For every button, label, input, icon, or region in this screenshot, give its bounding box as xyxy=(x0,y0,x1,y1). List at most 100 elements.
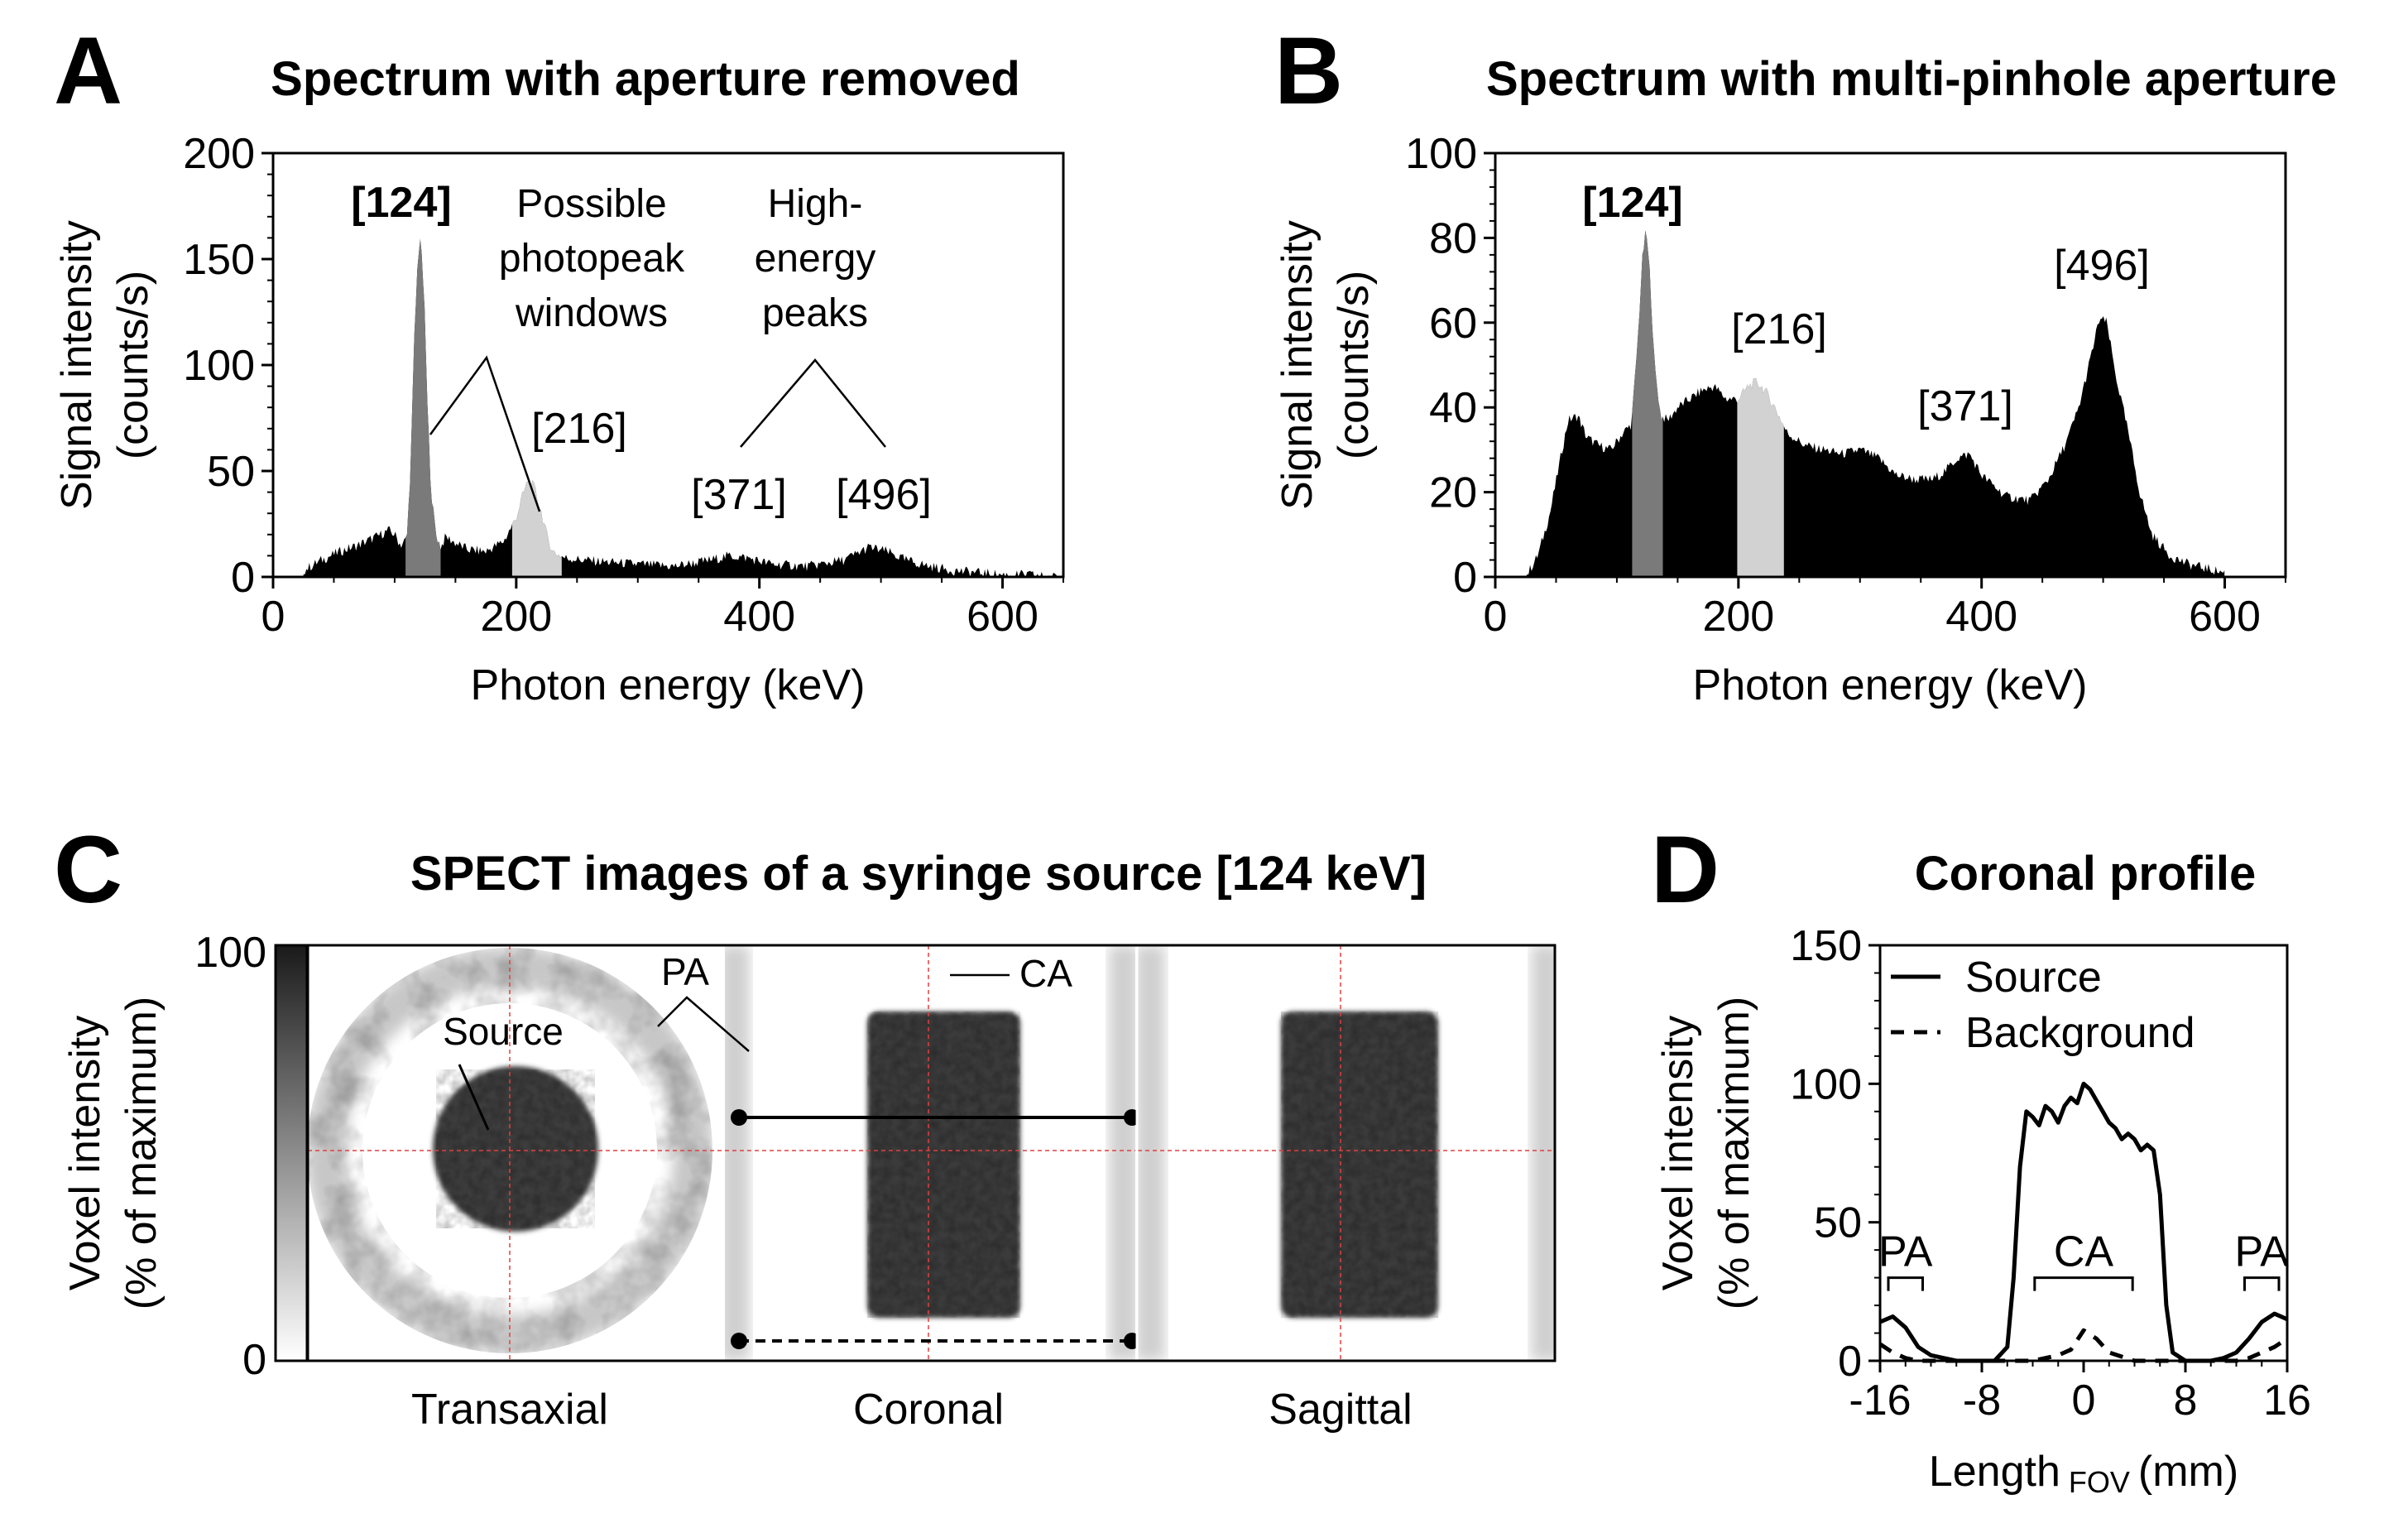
bracket-pa xyxy=(1887,1276,1924,1291)
panel-d: D Coronal profile PA CA PA -16 -8 0 8 16 0 50 100… xyxy=(1651,817,2311,1499)
y-tick-label: 50 xyxy=(1814,1199,1862,1247)
x-tick-label: 8 xyxy=(2174,1377,2198,1425)
panel-c-letter: C xyxy=(54,817,122,923)
y-tick-label: 80 xyxy=(1429,214,1477,262)
panel-d-letter: D xyxy=(1651,817,1720,923)
panel-a-peak-124-label: [124] xyxy=(351,179,451,227)
y-tick-label: 0 xyxy=(231,554,255,602)
x-tick-label: -16 xyxy=(1849,1377,1911,1425)
sagittal-view: Sagittal xyxy=(1138,945,1555,1434)
bracket-label-pa: PA xyxy=(1878,1228,1933,1276)
panel-c-image-frame xyxy=(306,944,1557,1362)
photopeak-window-2 xyxy=(1737,378,1784,577)
panel-b-photopeak-windows xyxy=(1632,230,1784,577)
pa-annotation: PA xyxy=(661,950,709,993)
x-tick-label: 16 xyxy=(2263,1377,2311,1425)
y-tick-label: 40 xyxy=(1429,384,1477,432)
panel-a-letter: A xyxy=(54,18,122,124)
panel-a: A Spectrum with aperture removed 0 200 400… xyxy=(53,18,1065,709)
panel-c-ylabel-line2: (% of maximum) xyxy=(118,997,165,1309)
panel-d-ylabel-line1: Voxel intensity xyxy=(1654,1016,1702,1290)
colorbar-tick-0: 0 xyxy=(242,1336,266,1384)
coronal-label: Coronal xyxy=(853,1386,1004,1434)
panel-d-profile-lines xyxy=(1878,1081,2289,1363)
panel-b-title: Spectrum with multi-pinhole aperture xyxy=(1486,52,2337,106)
panel-b-peak-371-label: [371] xyxy=(1917,382,2013,430)
panel-a-xlabel: Photon energy (keV) xyxy=(471,661,866,709)
panel-d-plot-frame xyxy=(1878,944,2289,1362)
panel-b-ylabel-line2: (counts/s) xyxy=(1330,271,1378,459)
xlabel-length: Length xyxy=(1929,1448,2060,1496)
panel-a-high-note-line3: peaks xyxy=(762,291,868,335)
y-tick-label: 100 xyxy=(183,342,255,390)
panel-b-spectrum-area xyxy=(1525,230,2225,577)
panel-b: B Spectrum with multi-pinhole aperture 0… xyxy=(1274,18,2337,709)
legend-background-label: Background xyxy=(1965,1009,2195,1057)
panel-b-peak-124-label: [124] xyxy=(1582,179,1682,227)
panel-d-aperture-brackets: PA CA PA xyxy=(1878,1228,2289,1291)
x-tick-label: 600 xyxy=(2189,593,2261,641)
panel-b-letter: B xyxy=(1274,18,1343,124)
panel-b-plot-frame xyxy=(1494,151,2287,579)
coronal-view: Coronal xyxy=(725,945,1140,1434)
panel-d-xlabel: Length FOV (mm) xyxy=(1929,1448,2238,1499)
source-annotation: Source xyxy=(443,1010,564,1053)
colorbar-tick-100: 100 xyxy=(194,929,266,977)
panel-a-windows-note-line2: photopeak xyxy=(499,237,685,281)
photopeak-window-1 xyxy=(405,238,441,577)
panel-b-xlabel: Photon energy (keV) xyxy=(1693,661,2088,709)
panel-a-peak-496-label: [496] xyxy=(836,471,932,519)
x-tick-label: 200 xyxy=(480,593,552,641)
panel-a-windows-pointer-lines xyxy=(429,355,541,512)
panel-a-peak-371-label: [371] xyxy=(691,471,787,519)
xlabel-unit: (mm) xyxy=(2138,1448,2238,1496)
panel-c-title: SPECT images of a syringe source [124 ke… xyxy=(410,847,1427,901)
photopeak-window-2 xyxy=(511,479,562,577)
series-source-line xyxy=(1879,1081,2288,1363)
spectrum-fill xyxy=(1525,230,2225,577)
panel-a-photopeak-windows xyxy=(405,238,562,577)
y-tick-label: 20 xyxy=(1429,469,1477,517)
spectrum-fill xyxy=(303,238,1062,577)
panel-a-title: Spectrum with aperture removed xyxy=(271,52,1020,106)
colorbar xyxy=(274,944,309,1362)
x-tick-label: 0 xyxy=(261,593,285,641)
y-tick-label: 150 xyxy=(183,236,255,284)
x-tick-label: 0 xyxy=(2072,1377,2096,1425)
panel-c: C SPECT images of a syringe source [124 … xyxy=(54,817,1557,1434)
x-tick-label: 200 xyxy=(1702,593,1774,641)
series-background-line xyxy=(1878,1328,2289,1363)
photopeak-window-1 xyxy=(1632,230,1663,577)
x-tick-label: -8 xyxy=(1963,1377,2001,1425)
y-tick-label: 100 xyxy=(1405,130,1477,178)
panel-a-high-note-line1: High- xyxy=(768,182,863,226)
panel-d-legend: Source Background xyxy=(1891,954,2195,1057)
bracket-label-ca: CA xyxy=(2054,1228,2114,1276)
y-tick-label: 60 xyxy=(1429,300,1477,348)
xlabel-subscript: FOV xyxy=(2069,1465,2130,1499)
panel-a-windows-note-line3: windows xyxy=(515,291,668,335)
bracket-pa xyxy=(2243,1276,2281,1291)
panel-a-ylabel-line1: Signal intensity xyxy=(53,220,101,510)
panel-d-ylabel-line2: (% of maximum) xyxy=(1710,997,1758,1309)
panel-b-axes: 0 200 400 600 0 20 40 60 80 100 xyxy=(1405,130,2286,641)
panel-a-ylabel-line2: (counts/s) xyxy=(109,271,157,459)
panel-a-high-energy-pointer-lines xyxy=(740,358,886,448)
y-tick-label: 150 xyxy=(1790,922,1862,970)
x-tick-label: 400 xyxy=(1945,593,2017,641)
y-tick-label: 50 xyxy=(207,448,255,496)
ca-annotation: CA xyxy=(1019,952,1072,995)
panel-c-ylabel-line1: Voxel intensity xyxy=(61,1016,109,1290)
legend-source-label: Source xyxy=(1965,954,2102,1002)
y-tick-label: 0 xyxy=(1453,554,1477,602)
transaxial-view: Transaxial Source xyxy=(307,945,723,1434)
panel-b-ylabel-line1: Signal intensity xyxy=(1274,220,1322,510)
y-tick-label: 0 xyxy=(1838,1338,1862,1386)
bracket-ca xyxy=(2033,1276,2134,1291)
panel-a-peak-216-label: [216] xyxy=(531,405,627,453)
x-tick-label: 400 xyxy=(723,593,795,641)
panel-a-spectrum-area xyxy=(303,238,1062,577)
y-tick-label: 100 xyxy=(1790,1060,1862,1108)
